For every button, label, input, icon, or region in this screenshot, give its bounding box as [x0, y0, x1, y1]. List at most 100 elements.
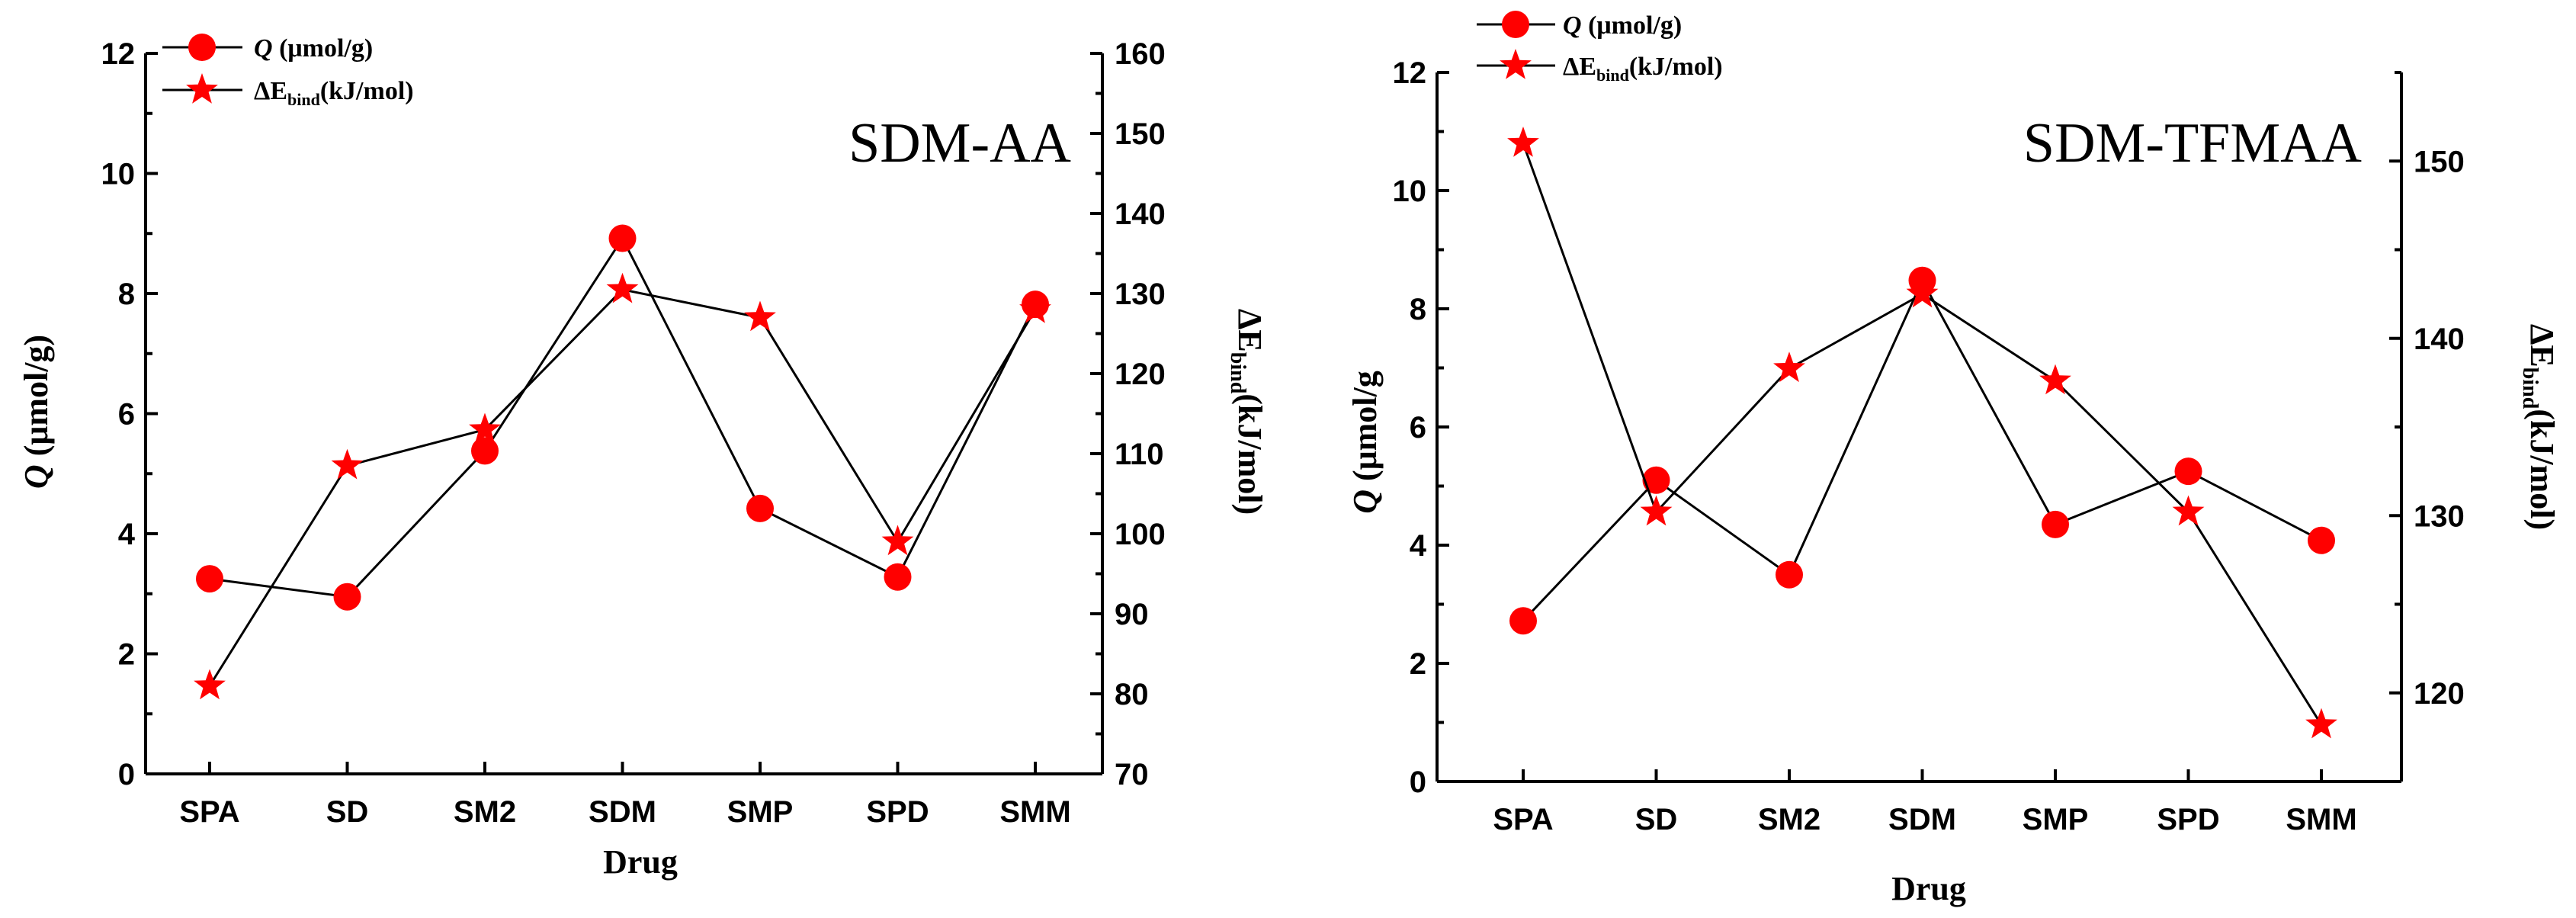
q-point — [196, 565, 223, 593]
ebind-point — [1507, 127, 1539, 157]
legend-ebind-marker — [186, 73, 218, 104]
left-y-tick-label: 2 — [1410, 647, 1426, 681]
tick-labels: 0 2 4 6 8 10 12 120 130 140 150 SPA SD SM2 SDM SMP SPD SM… — [1393, 56, 2465, 836]
x-tick-label: SD — [1635, 803, 1678, 836]
legend-ebind-prefix: ΔE — [254, 77, 287, 105]
right-y-tick-label: 120 — [1115, 358, 1166, 391]
ebind-series-line — [208, 288, 1037, 687]
ebind-point — [1906, 277, 1939, 308]
panel-title: SDM-AA — [849, 112, 1071, 175]
right-y-tick-label: 80 — [1115, 678, 1149, 711]
ebind-point — [1640, 495, 1673, 526]
right-y-tick-label: 130 — [1115, 278, 1166, 311]
q-point — [1642, 466, 1670, 494]
x-axis-title: Drug — [1891, 870, 1966, 907]
ebind-series-line — [1522, 143, 2323, 726]
right-y-tick-label: 120 — [2414, 677, 2465, 711]
q-point — [2174, 457, 2202, 486]
right-y-tick-label: 130 — [2414, 499, 2465, 533]
right-y-axis-title-sub: bind — [1226, 352, 1250, 394]
x-tick-label: SPD — [2157, 803, 2219, 836]
q-point — [1776, 560, 1803, 589]
x-tick-label: SPA — [179, 795, 239, 829]
tick-marks — [146, 52, 1102, 775]
q-point — [884, 563, 912, 591]
legend: Q (μmol/g) ΔEbind(kJ/mol) — [1477, 11, 1723, 85]
x-tick-label: SDM — [1888, 803, 1956, 836]
right-y-tick-label: 150 — [2414, 145, 2465, 178]
ebind-point — [881, 525, 914, 556]
legend-ebind-rest: (kJ/mol) — [320, 77, 414, 105]
left-y-tick-label: 0 — [118, 758, 135, 791]
q-point — [608, 224, 637, 252]
legend-q-italic: Q — [1563, 11, 1582, 40]
right-y-tick-label: 110 — [1115, 438, 1164, 471]
legend-ebind-marker — [1500, 49, 1532, 79]
left-y-tick-label: 6 — [1410, 411, 1426, 445]
legend-q-label: Q (μmol/g) — [254, 34, 373, 63]
tick-labels: 0 2 4 6 8 10 12 70 80 90 100 110 120 130 140 150 160 SPA S… — [101, 37, 1166, 829]
right-y-axis-title-rest: (kJ/mol) — [1231, 393, 1269, 515]
ebind-point — [469, 412, 501, 444]
ebind-point — [2305, 708, 2337, 739]
legend-q-label: Q (μmol/g) — [1563, 11, 1682, 40]
legend-ebind-sub: bind — [1596, 66, 1629, 85]
x-tick-label: SPA — [1493, 803, 1553, 836]
legend-q-marker — [188, 34, 216, 61]
right-y-axis-title-rest: (kJ/mol) — [2523, 409, 2561, 530]
right-y-tick-label: 160 — [1115, 37, 1166, 71]
right-y-tick-label: 100 — [1115, 518, 1166, 551]
x-tick-label: SMM — [999, 795, 1070, 829]
right-y-axis-title-prefix: ΔE — [2523, 324, 2561, 368]
x-tick-label: SM2 — [454, 795, 516, 829]
left-y-tick-label: 4 — [1410, 529, 1427, 563]
left-y-axis-title-rest: (μmol/g) — [18, 335, 55, 464]
ebind-point — [194, 669, 226, 700]
right-y-tick-label: 90 — [1115, 598, 1149, 631]
right-y-axis-title: ΔEbind(kJ/mol) — [1226, 309, 1269, 515]
legend-q-rest: (μmol/g) — [273, 34, 374, 63]
ebind-point — [1773, 351, 1805, 383]
chart-panel-sdm-aa: 0 2 4 6 8 10 12 70 80 90 100 110 120 130 140 150 160 SPA S… — [18, 34, 1269, 881]
left-y-tick-label: 6 — [118, 398, 135, 432]
chart-panel-sdm-tfmaa: 0 2 4 6 8 10 12 120 130 140 150 SPA SD SM2 SDM SMP SPD SM… — [1346, 11, 2561, 907]
tick-marks — [1437, 71, 2401, 783]
left-y-tick-label: 12 — [1393, 56, 1427, 90]
legend-ebind-label: ΔEbind(kJ/mol) — [254, 77, 414, 109]
left-y-tick-label: 8 — [1410, 293, 1426, 326]
ebind-point — [2172, 495, 2205, 526]
legend-q-marker — [1502, 11, 1529, 38]
panel-title: SDM-TFMAA — [2023, 112, 2362, 175]
right-y-axis-title: ΔEbind(kJ/mol) — [2518, 324, 2561, 530]
ebind-point — [1019, 293, 1051, 323]
ebind-point — [744, 300, 776, 332]
x-tick-label: SPD — [866, 795, 929, 829]
q-point — [746, 494, 774, 522]
right-y-tick-label: 70 — [1115, 758, 1149, 791]
right-y-axis-title-prefix: ΔE — [1231, 309, 1269, 352]
x-axis-title: Drug — [603, 843, 678, 881]
right-y-tick-label: 150 — [1115, 117, 1166, 151]
q-point — [2308, 526, 2335, 554]
q-series-line — [1522, 278, 2322, 622]
left-y-tick-label: 2 — [118, 638, 135, 672]
x-tick-label: SD — [326, 795, 369, 829]
q-point — [333, 583, 361, 611]
legend-q-rest: (μmol/g) — [1582, 11, 1683, 40]
ebind-point — [606, 272, 639, 303]
x-tick-label: SM2 — [1758, 803, 1821, 836]
legend: Q (μmol/g) ΔEbind(kJ/mol) — [162, 34, 414, 109]
legend-ebind-sub: bind — [287, 90, 320, 109]
q-point — [1509, 607, 1537, 635]
left-y-axis-title: Q (μmol/g) — [18, 335, 55, 489]
q-point — [2042, 510, 2069, 538]
legend-q-italic: Q — [254, 34, 273, 63]
legend-ebind-rest: (kJ/mol) — [1629, 53, 1723, 81]
x-tick-label: SMP — [2023, 803, 2089, 836]
left-y-tick-label: 0 — [1410, 766, 1426, 799]
left-y-tick-label: 10 — [1393, 175, 1427, 208]
series-layer — [194, 224, 1051, 700]
x-tick-label: SDM — [589, 795, 656, 829]
x-tick-label: SMM — [2286, 803, 2356, 836]
